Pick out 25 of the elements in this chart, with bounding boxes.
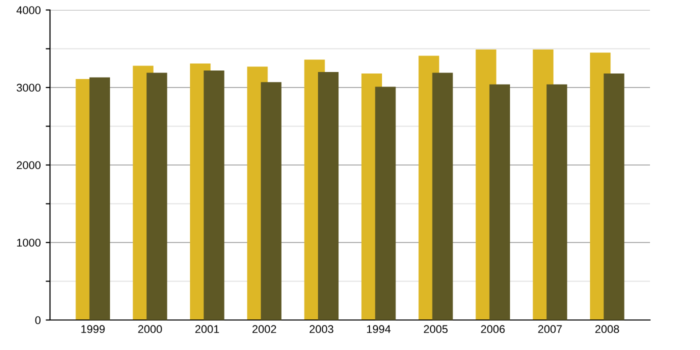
bar: [375, 86, 396, 320]
x-tick-label: 2008: [595, 325, 620, 334]
bar: [260, 82, 282, 320]
x-tick-label: 2002: [252, 325, 276, 334]
y-tick-label: 4000: [16, 6, 41, 14]
y-tick-label: 0: [35, 316, 41, 324]
x-tick-label: 2007: [538, 325, 562, 334]
x-tick-label: 1999: [81, 325, 105, 334]
bar: [489, 84, 510, 320]
x-tick-label: 2005: [424, 325, 448, 334]
bar: [204, 70, 224, 320]
bar: [89, 77, 110, 320]
bar: [146, 72, 168, 320]
bar: [604, 74, 624, 320]
x-tick-label: 2000: [138, 325, 162, 334]
x-tick-label: 1994: [367, 325, 391, 334]
x-tick-label: 2001: [195, 325, 219, 334]
x-tick-label: 2006: [481, 325, 505, 334]
bar: [546, 84, 568, 320]
y-tick-label: 3000: [16, 84, 41, 92]
bar: [318, 72, 339, 320]
x-tick-label: 2003: [310, 325, 334, 334]
y-tick-label: 1000: [17, 238, 41, 247]
bar: [432, 72, 453, 320]
y-tick-label: 2000: [16, 161, 41, 170]
